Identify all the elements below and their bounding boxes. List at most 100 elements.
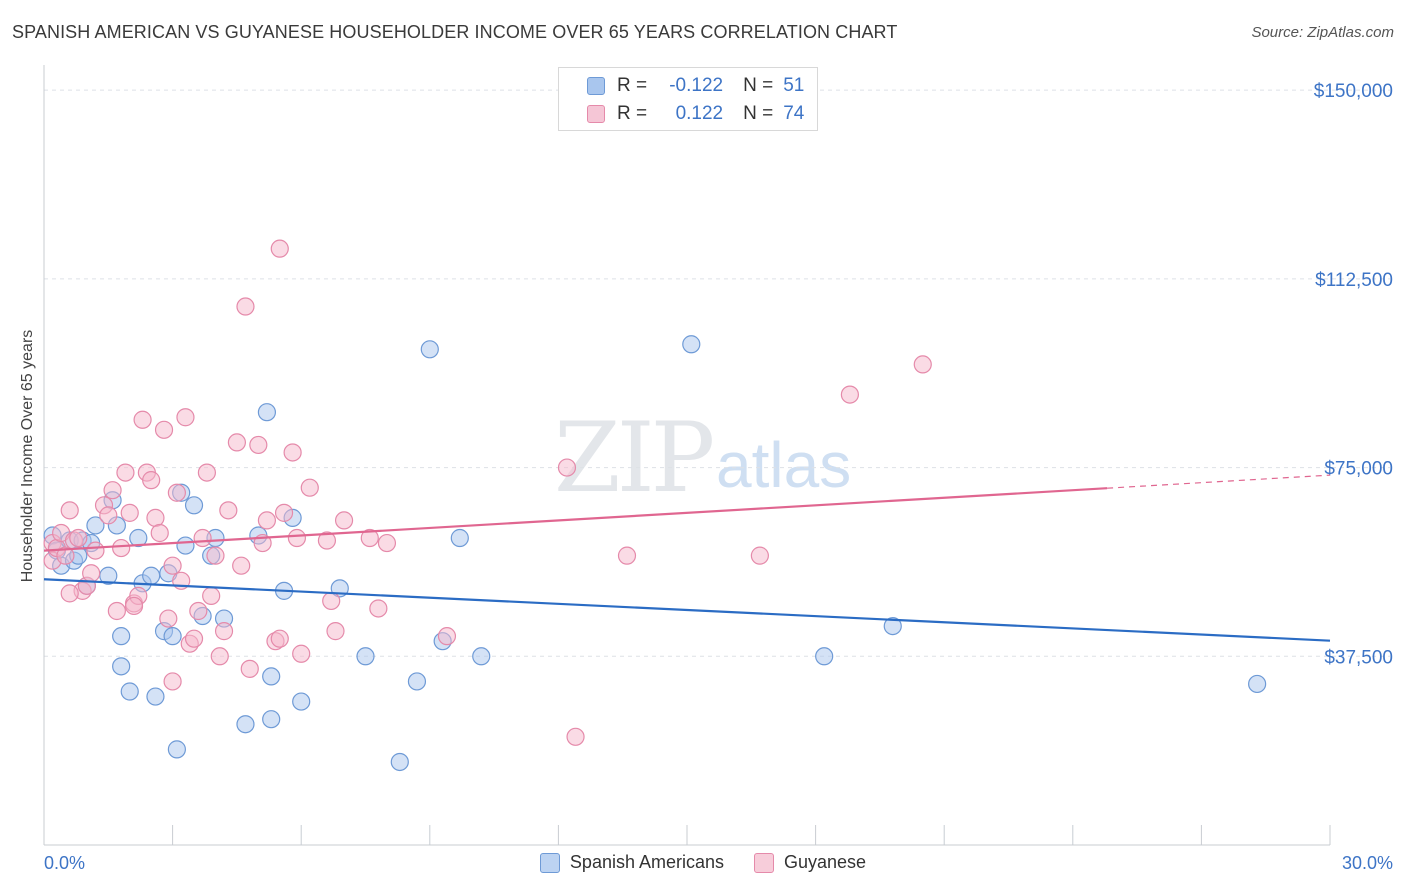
point-guyanese (142, 471, 161, 490)
point-guyanese (60, 501, 79, 520)
point-spanish-americans (146, 687, 165, 706)
r-value: -0.122 (669, 75, 724, 96)
point-guyanese (163, 556, 182, 575)
point-guyanese (103, 481, 122, 500)
point-guyanese (154, 420, 174, 439)
point-guyanese (750, 546, 769, 565)
point-guyanese (124, 596, 144, 616)
point-spanish-americans (262, 710, 281, 729)
point-spanish-americans (167, 740, 186, 759)
point-guyanese (202, 586, 221, 605)
r-label: R = (617, 103, 648, 124)
point-guyanese (227, 433, 246, 452)
point-guyanese (913, 355, 932, 374)
point-guyanese (437, 627, 457, 646)
n-label: N = (743, 75, 774, 96)
point-guyanese (292, 644, 311, 663)
legend-item-guyanese[interactable]: Guyanese (754, 852, 866, 873)
point-guyanese (360, 528, 379, 548)
point-guyanese (326, 622, 345, 641)
legend-label: Guyanese (784, 852, 867, 872)
point-guyanese (159, 609, 178, 628)
point-guyanese (840, 385, 859, 404)
point-guyanese (133, 410, 152, 429)
point-guyanese (107, 601, 126, 621)
point-guyanese (184, 629, 204, 648)
point-guyanese (167, 483, 186, 502)
x-tick-label: 0.0% (44, 853, 85, 873)
point-guyanese (232, 556, 251, 575)
point-spanish-americans (356, 647, 375, 666)
chart-title: SPANISH AMERICAN VS GUYANESE HOUSEHOLDER… (12, 22, 898, 42)
point-guyanese (69, 528, 88, 548)
point-guyanese (120, 503, 139, 522)
point-spanish-americans (163, 627, 182, 646)
point-guyanese (257, 511, 277, 530)
point-guyanese (99, 506, 118, 525)
point-guyanese (270, 239, 289, 258)
n-value: 51 (783, 75, 805, 96)
point-guyanese (197, 463, 216, 482)
point-guyanese (334, 511, 354, 530)
point-guyanese (189, 601, 208, 621)
point-spanish-americans (112, 657, 131, 676)
y-tick-label: $150,000 (1314, 81, 1393, 102)
point-spanish-americans (292, 692, 311, 711)
legend-swatch-pink (754, 852, 775, 873)
y-tick-label: $112,500 (1315, 270, 1393, 291)
point-guyanese (210, 647, 229, 666)
x-tick-label: 30.0% (1342, 853, 1393, 873)
point-guyanese (163, 672, 182, 691)
point-guyanese (322, 591, 341, 611)
point-guyanese (317, 531, 337, 550)
point-guyanese (193, 528, 212, 548)
point-guyanese (214, 622, 234, 641)
point-spanish-americans (184, 496, 204, 515)
point-spanish-americans (472, 647, 491, 666)
point-guyanese (176, 408, 195, 427)
point-guyanese (82, 564, 101, 583)
point-guyanese (206, 546, 225, 565)
y-tick-label: $75,000 (1324, 459, 1393, 480)
watermark-atlas: atlas (716, 429, 852, 501)
point-guyanese (116, 463, 135, 482)
r-value: 0.122 (675, 103, 724, 124)
point-spanish-americans (236, 715, 255, 734)
point-spanish-americans (815, 647, 834, 666)
point-guyanese (146, 508, 165, 527)
trendline-guyanese (43, 487, 1108, 552)
point-spanish-americans (420, 340, 439, 359)
point-guyanese (112, 538, 131, 558)
point-guyanese (219, 501, 238, 520)
point-guyanese (283, 443, 302, 462)
point-guyanese (274, 503, 294, 522)
legend-swatch-blue (587, 77, 605, 95)
point-guyanese (270, 629, 289, 648)
point-spanish-americans (112, 627, 131, 646)
point-spanish-americans (1248, 674, 1267, 694)
n-label: N = (743, 103, 774, 124)
point-guyanese (236, 297, 255, 316)
legend-swatch-blue (539, 852, 560, 873)
y-axis-label: Householder Income Over 65 years (19, 329, 36, 583)
point-spanish-americans (262, 667, 281, 686)
point-guyanese (300, 478, 319, 497)
point-spanish-americans (176, 536, 195, 555)
point-guyanese (56, 546, 75, 565)
series-legend: Spanish Americans Guyanese (0, 852, 1406, 873)
point-guyanese (377, 533, 397, 553)
watermark-zip: ZIP (554, 402, 715, 514)
point-spanish-americans (129, 528, 148, 548)
legend-item-spanish-americans[interactable]: Spanish Americans (539, 852, 724, 873)
point-spanish-americans (682, 335, 701, 354)
point-spanish-americans (883, 616, 902, 636)
point-guyanese (60, 584, 79, 603)
legend-swatch-pink (587, 105, 605, 123)
y-tick-label: $37,500 (1324, 647, 1393, 668)
point-guyanese (249, 435, 268, 455)
trendline-guyanese-extension (1107, 474, 1331, 489)
r-label: R = (617, 75, 648, 96)
point-guyanese (287, 528, 307, 548)
legend-row-guyanese: R = 0.122 N = 74 (587, 101, 804, 127)
